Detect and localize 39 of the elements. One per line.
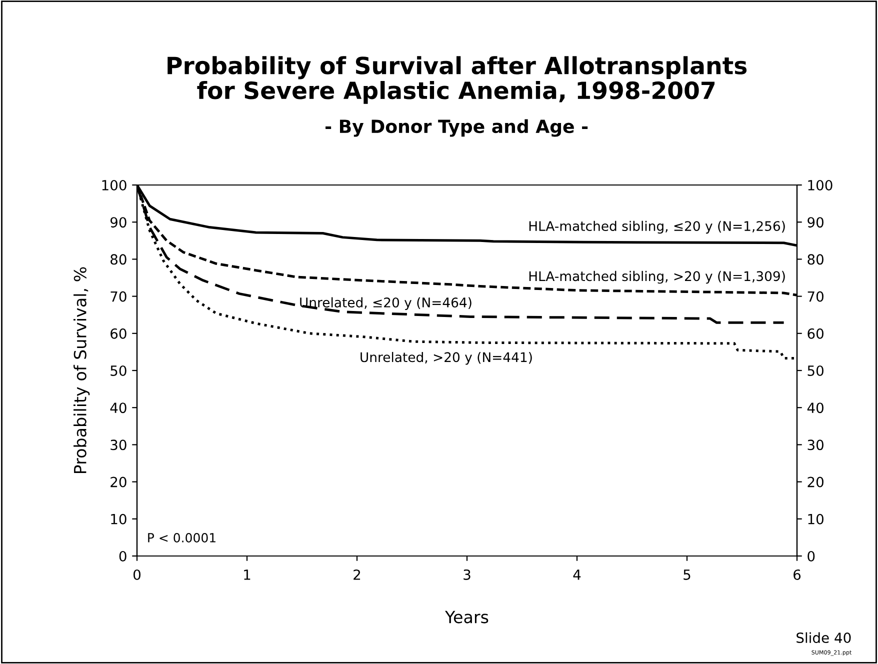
- y-tick-label: 100: [102, 180, 126, 190]
- x-tick-label: 0: [133, 569, 140, 580]
- y2-tick-label: 20: [808, 476, 824, 488]
- x-tick-label: 4: [573, 570, 581, 580]
- y-tick-label: 30: [110, 440, 126, 450]
- x-tick-label: 2: [354, 569, 360, 580]
- y2-tick-label: 0: [808, 550, 815, 562]
- y2-tick-label: 50: [808, 365, 824, 376]
- y-tick-label: 70: [110, 291, 126, 302]
- x-axis-title: Years: [444, 610, 488, 624]
- y-tick-label: 90: [110, 217, 126, 228]
- series-label: Unrelated, ≤20 y (N=464): [300, 297, 472, 310]
- y-tick-label: 40: [110, 402, 126, 414]
- y2-tick-label: 40: [807, 402, 824, 414]
- y-axis-title: Probability of Survival, %: [74, 267, 90, 474]
- series-label: HLA-matched sibling, >20 y (N=1,309): [529, 270, 785, 284]
- series-label: HLA-matched sibling, ≤20 y (N=1,256): [529, 220, 785, 234]
- y-tick-label: 80: [110, 254, 126, 265]
- y2-tick-label: 70: [808, 291, 824, 302]
- y2-tick-label: 80: [808, 254, 824, 265]
- y-tick-label: 20: [110, 476, 126, 488]
- x-tick-label: 3: [464, 569, 470, 580]
- y2-tick-label: 100: [808, 180, 832, 190]
- text: Slide 40: [796, 632, 851, 644]
- chart-title: Probability of Survival after Allotransplants for Severe Aplastic Anemia, 1998-2007: [168, 56, 747, 104]
- annotation: P < 0.0001: [148, 532, 216, 542]
- y2-tick-label: 30: [808, 440, 824, 450]
- y2-tick-label: 90: [808, 217, 824, 228]
- y2-tick-label: 10: [808, 514, 824, 524]
- y2-tick-label: 60: [808, 328, 824, 339]
- series-label: Unrelated, >20 y (N=441): [360, 352, 532, 365]
- chart-subtitle: - By Donor Type and Age -: [326, 119, 588, 137]
- x-tick-label: 6: [794, 569, 801, 580]
- y-tick-label: 50: [110, 365, 126, 376]
- x-tick-label: 1: [244, 570, 250, 580]
- y-tick-label: 60: [110, 328, 126, 339]
- y-tick-label: 10: [111, 514, 126, 524]
- y-tick-label: 0: [119, 550, 126, 562]
- x-tick-label: 5: [684, 570, 690, 580]
